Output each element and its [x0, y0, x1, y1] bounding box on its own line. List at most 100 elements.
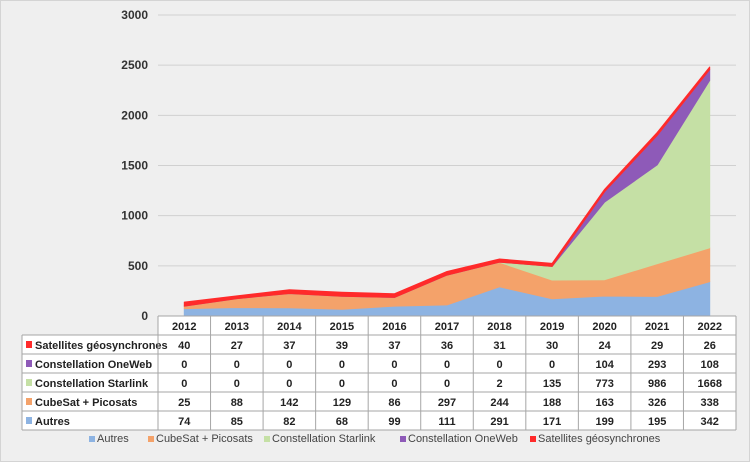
table-cell-value: 0 [181, 378, 187, 390]
table-legend-key [26, 360, 32, 367]
table-cell-value: 293 [648, 359, 666, 371]
table-cell-value: 163 [595, 397, 613, 409]
x-tick-label: 2019 [540, 321, 564, 333]
table-cell-value: 0 [286, 378, 292, 390]
table-cell-value: 40 [178, 340, 190, 352]
table-row-label: CubeSat + Picosats [35, 397, 137, 409]
x-tick-label: 2016 [382, 321, 406, 333]
table-cell-value: 36 [441, 340, 453, 352]
table-cell-value: 0 [549, 359, 555, 371]
table-cell-value: 111 [438, 416, 455, 428]
x-tick-label: 2013 [225, 321, 249, 333]
table-cell-value: 2 [496, 378, 502, 390]
table-row-label: Autres [35, 416, 70, 428]
data-table: 2012 2013 2014 2015 2016 2017 2018 2019 2020 2021… [21, 315, 737, 431]
x-tick-label: 2018 [487, 321, 511, 333]
table-cell-value: 74 [178, 416, 191, 428]
table-cell-value: 26 [704, 340, 716, 352]
y-tick-label: 1000 [121, 209, 148, 223]
x-tick-label: 2012 [172, 321, 196, 333]
x-tick-label: 2015 [330, 321, 354, 333]
table-cell-value: 82 [283, 416, 295, 428]
y-tick-label: 0 [141, 309, 148, 323]
legend-entry: Autres [97, 433, 129, 445]
x-tick-label: 2014 [277, 321, 302, 333]
table-cell-value: 24 [599, 340, 612, 352]
x-tick-label: 2022 [697, 321, 721, 333]
table-cell-value: 37 [388, 340, 400, 352]
table-cell-value: 29 [651, 340, 663, 352]
x-tick-label: 2020 [592, 321, 616, 333]
legend-swatch [400, 436, 406, 442]
table-cell-value: 171 [543, 416, 561, 428]
table-cell-value: 85 [231, 416, 243, 428]
table-cell-value: 68 [336, 416, 348, 428]
table-row-label: Satellites géosynchrones [35, 340, 168, 352]
y-tick-label: 500 [128, 259, 148, 273]
table-cell-value: 129 [333, 397, 351, 409]
table-row [22, 373, 736, 392]
legend-entry: Constellation OneWeb [408, 433, 518, 445]
table-cell-value: 25 [178, 397, 190, 409]
table-cell-value: 39 [336, 340, 348, 352]
table-cell-value: 773 [595, 378, 613, 390]
table-legend-key [26, 379, 32, 386]
table-cell-value: 0 [391, 378, 397, 390]
table-cell-value: 31 [493, 340, 505, 352]
table-row [22, 411, 736, 430]
table-row [22, 335, 736, 354]
table-header-row [158, 316, 736, 335]
table-cell-value: 0 [181, 359, 187, 371]
table-cell-value: 1668 [697, 378, 721, 390]
table-cell-value: 188 [543, 397, 561, 409]
legend: Autres CubeSat + Picosats Constellation St… [89, 433, 661, 445]
table-cell-value: 142 [280, 397, 298, 409]
y-tick-label: 1500 [121, 159, 148, 173]
table-cell-value: 195 [648, 416, 666, 428]
y-tick-label: 3000 [121, 8, 148, 22]
table-cell-value: 326 [648, 397, 666, 409]
table-cell-value: 104 [595, 359, 614, 371]
table-row [22, 354, 736, 373]
table-cell-value: 0 [444, 359, 450, 371]
table-cell-value: 88 [231, 397, 243, 409]
table-legend-key [26, 341, 32, 348]
area-series [183, 66, 711, 317]
table-cell-value: 86 [388, 397, 400, 409]
area-satellites-geosynchrones [183, 66, 711, 307]
legend-swatch [530, 436, 536, 442]
legend-swatch [264, 436, 270, 442]
legend-entry: CubeSat + Picosats [156, 433, 253, 445]
table-cell-value: 108 [701, 359, 719, 371]
table-cell-value: 99 [388, 416, 400, 428]
table-cell-value: 0 [391, 359, 397, 371]
table-cell-value: 291 [490, 416, 508, 428]
legend-swatch [148, 436, 154, 442]
table-row-label: Constellation OneWeb [35, 359, 152, 371]
y-tick-label: 2500 [121, 58, 148, 72]
table-cell-value: 27 [231, 340, 243, 352]
table-cell-value: 0 [339, 378, 345, 390]
legend-entry: Satellites géosynchrones [538, 433, 661, 445]
table-cell-value: 0 [286, 359, 292, 371]
table-legend-key [26, 417, 32, 424]
table-cell-value: 986 [648, 378, 666, 390]
x-tick-label: 2017 [435, 321, 459, 333]
table-cell-value: 0 [234, 359, 240, 371]
x-tick-label: 2021 [645, 321, 669, 333]
table-cell-value: 244 [490, 397, 509, 409]
table-cell-value: 297 [438, 397, 456, 409]
table-cell-value: 30 [546, 340, 558, 352]
legend-swatch [89, 436, 95, 442]
table-cell-value: 0 [234, 378, 240, 390]
table-cell-value: 135 [543, 378, 561, 390]
table-cell-value: 338 [701, 397, 719, 409]
table-cell-value: 342 [701, 416, 719, 428]
legend-entry: Constellation Starlink [272, 433, 376, 445]
table-legend-key [26, 398, 32, 405]
table-cell-value: 37 [283, 340, 295, 352]
table-row [22, 392, 736, 411]
table-cell-value: 199 [595, 416, 613, 428]
table-cell-value: 0 [444, 378, 450, 390]
